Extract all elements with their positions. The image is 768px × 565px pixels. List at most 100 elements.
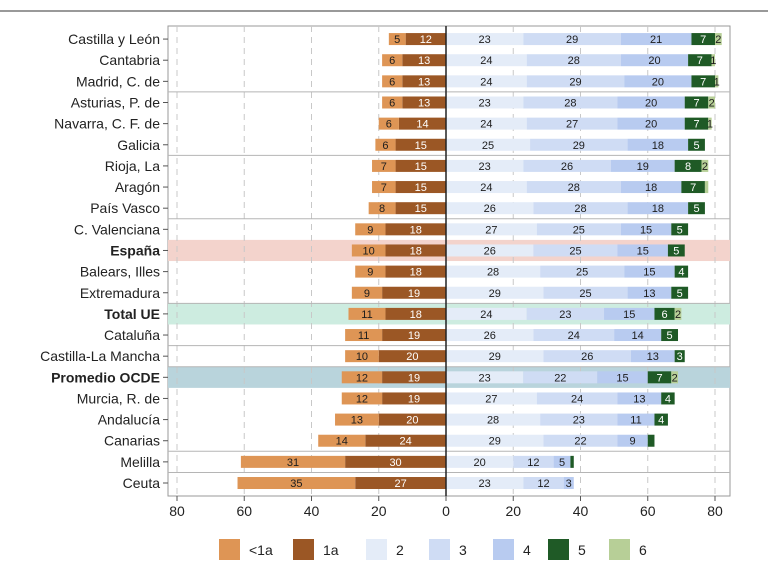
data-label: 13 [647,351,659,363]
bar-series-6-asturias-p-de [708,96,715,109]
legend-label: 6 [639,542,647,558]
bar-series-5-pais-vasco [688,202,705,215]
bar-series-3-murcia-r-de [536,392,618,405]
data-label: 25 [579,288,591,300]
data-label: 20 [645,119,657,131]
bar-series-4-madrid-c-de [624,75,692,88]
bar-series-5-cataluna [661,329,679,342]
bar-1a-promedio-ocde [382,371,446,384]
data-label: 4 [658,415,664,427]
bar-1a-andalucia [335,413,379,426]
data-label: 22 [574,436,586,448]
legend-label: 2 [396,542,404,558]
bar-series-2-murcia-r-de [446,392,537,405]
bar-series-5-extremadura [671,286,689,299]
bar-series-3-navarra-c-f-de [526,117,618,130]
data-label: 5 [677,224,683,236]
data-label: 7 [693,97,699,109]
bar-series-5-navarra-c-f-de [684,117,709,130]
bar-1a-cataluna [345,329,383,342]
bar-series-5-cantabria [688,54,712,67]
x-tick-label: 40 [304,503,320,519]
bar-series-4-castilla-la-mancha [630,350,675,363]
bar-series-5-asturias-p-de [684,96,709,109]
bar-1a-galicia [395,138,446,151]
data-label: 2 [672,372,678,384]
bar-row-rioja-la: 15 7 23 26 19 8 2 [372,159,709,173]
bar-row-total-ue: 18 11 24 23 15 6 2 [348,307,682,321]
bar-series-6-navarra-c-f-de [708,117,712,130]
data-label: 2 [675,309,681,321]
data-label: 4 [665,393,671,405]
bar-1a-murcia-r-de [382,392,446,405]
bar-1a-c-valenciana [385,223,446,236]
bar-1a-asturias-p-de [382,96,403,109]
bar-series-2-castilla-la-mancha [446,350,544,363]
bar-series-5-c-valenciana [671,223,689,236]
data-label: 12 [527,457,539,469]
bar-series-5-castilla-y-leon [691,33,715,46]
data-label: 4 [678,267,684,279]
data-label: 20 [474,457,486,469]
data-label: 19 [408,372,420,384]
bar-series-6-rioja-la [701,159,709,172]
category-label-ceuta: Ceuta [123,475,161,491]
bar-1a-galicia [375,138,396,151]
bar-series-5-canarias [647,434,655,447]
bar-series-6-castilla-y-leon [715,33,722,46]
bar-series-2-andalucia [446,413,541,426]
data-label: 15 [415,203,427,215]
data-label: 5 [693,203,699,215]
data-label: 19 [408,288,420,300]
data-label: 24 [568,330,580,342]
data-label: 29 [566,34,578,46]
data-label: 31 [287,457,299,469]
bar-row-melilla: 30 31 20 12 5 [240,455,574,469]
bar-row-ceuta: 27 35 23 12 3 [237,477,574,490]
bar-1a-melilla [240,455,346,468]
bar-1a-balears-illes [355,265,386,278]
bar-series-2-ceuta [446,477,524,490]
category-label-navarra-c-f-de: Navarra, C. F. de [54,116,160,132]
data-label: 6 [389,55,395,67]
data-label: 1 [710,55,716,67]
bar-series-5-melilla [570,455,574,468]
legend-label: 4 [523,542,531,558]
bar-row-castilla-y-leon: 12 5 23 29 21 7 2 [388,33,722,46]
bar-1a-total-ue [385,307,446,320]
bar-series-3-ceuta [523,477,564,490]
data-label: 11 [361,309,372,321]
data-label: 15 [637,245,649,257]
category-labels: Castilla y León Cantabria Madrid, C. de Ast… [40,31,160,491]
legend-swatch [429,539,450,560]
legend-label: 5 [578,542,586,558]
bar-series-5-madrid-c-de [691,75,715,88]
data-label: 2 [709,97,715,109]
legend: <1a 1a 2 3 4 5 6 [219,539,647,560]
bar-row-asturias-p-de: 13 6 23 28 20 7 2 [382,96,715,109]
data-label: 7 [381,161,387,173]
data-label: 5 [693,140,699,152]
bar-series-5-aragon [681,181,705,194]
x-tick-label: 20 [505,503,521,519]
data-label: 9 [630,436,636,448]
data-label: 24 [480,76,492,88]
bar-series-3-cantabria [526,54,621,67]
x-tick-labels: 80 60 40 20 0 20 40 60 80 [169,503,723,519]
data-label: 22 [554,372,566,384]
bar-series-4-promedio-ocde [597,371,648,384]
axes [163,26,716,501]
bar-1a-castilla-la-mancha [345,350,379,363]
bar-1a-navarra-c-f-de [398,117,446,130]
bar-series-6-cantabria [711,54,715,67]
category-label-andalucia: Andalucía [98,412,160,428]
bar-series-2-rioja-la [446,159,524,172]
bar-row-balears-illes: 18 9 28 25 15 4 [355,265,689,279]
bar-series-6-aragon [704,181,709,194]
data-label: 9 [367,224,373,236]
category-label-murcia-r-de: Murcia, R. de [77,390,160,406]
category-label-total-ue: Total UE [104,306,160,322]
bar-series-4-extremadura [627,286,672,299]
category-label-canarias: Canarias [104,433,160,449]
